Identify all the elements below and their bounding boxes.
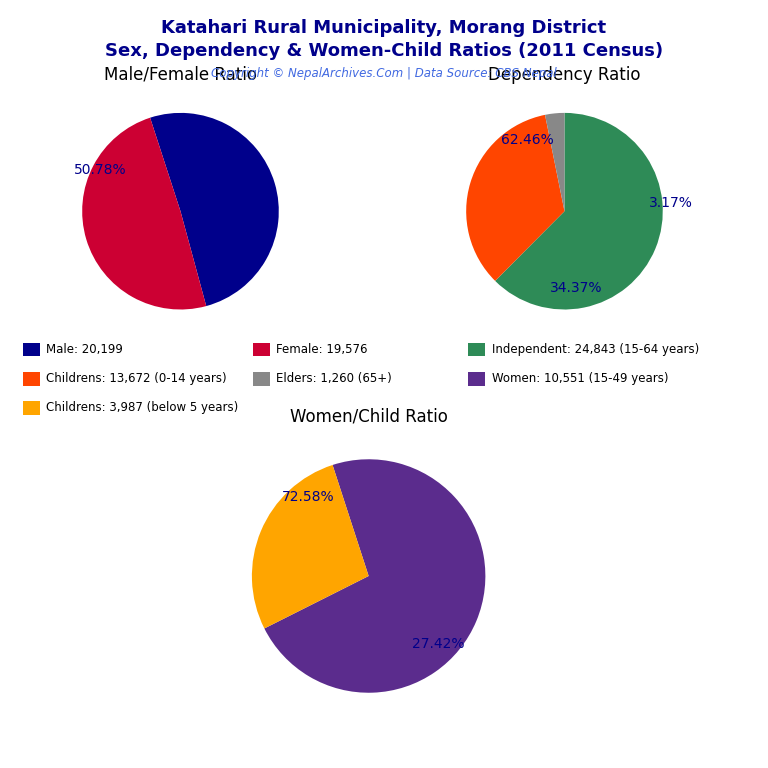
Wedge shape <box>252 465 369 628</box>
Text: Elders: 1,260 (65+): Elders: 1,260 (65+) <box>276 372 392 385</box>
Text: 27.42%: 27.42% <box>412 637 465 650</box>
Text: 50.78%: 50.78% <box>74 163 126 177</box>
Wedge shape <box>150 113 279 306</box>
Text: 62.46%: 62.46% <box>501 134 554 147</box>
Title: Women/Child Ratio: Women/Child Ratio <box>290 408 448 425</box>
Text: Female: 19,576: Female: 19,576 <box>276 343 368 356</box>
Text: Childrens: 13,672 (0-14 years): Childrens: 13,672 (0-14 years) <box>46 372 227 385</box>
Text: Male: 20,199: Male: 20,199 <box>46 343 123 356</box>
Wedge shape <box>264 459 485 693</box>
Text: Copyright © NepalArchives.Com | Data Source: CBS Nepal: Copyright © NepalArchives.Com | Data Sou… <box>211 67 557 80</box>
Text: Independent: 24,843 (15-64 years): Independent: 24,843 (15-64 years) <box>492 343 699 356</box>
Title: Male/Female Ratio: Male/Female Ratio <box>104 66 257 84</box>
Text: Women: 10,551 (15-49 years): Women: 10,551 (15-49 years) <box>492 372 668 385</box>
Text: 49.22%: 49.22% <box>211 255 264 270</box>
Text: Childrens: 3,987 (below 5 years): Childrens: 3,987 (below 5 years) <box>46 402 238 414</box>
Text: Sex, Dependency & Women-Child Ratios (2011 Census): Sex, Dependency & Women-Child Ratios (20… <box>105 42 663 60</box>
Wedge shape <box>466 115 564 281</box>
Wedge shape <box>545 113 564 211</box>
Text: Katahari Rural Municipality, Morang District: Katahari Rural Municipality, Morang Dist… <box>161 19 607 37</box>
Text: 34.37%: 34.37% <box>550 281 603 295</box>
Title: Dependency Ratio: Dependency Ratio <box>488 66 641 84</box>
Wedge shape <box>495 113 663 310</box>
Text: 72.58%: 72.58% <box>282 490 334 504</box>
Wedge shape <box>82 118 207 310</box>
Text: 3.17%: 3.17% <box>649 197 693 210</box>
